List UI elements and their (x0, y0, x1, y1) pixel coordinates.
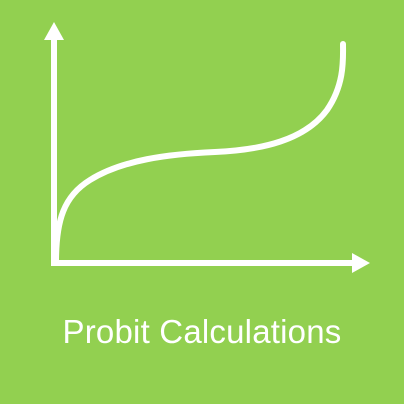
probit-curve (53, 41, 347, 265)
y-axis-arrowhead (44, 22, 64, 40)
x-axis-arrowhead (352, 253, 370, 273)
app-title: Probit Calculations (62, 313, 342, 350)
